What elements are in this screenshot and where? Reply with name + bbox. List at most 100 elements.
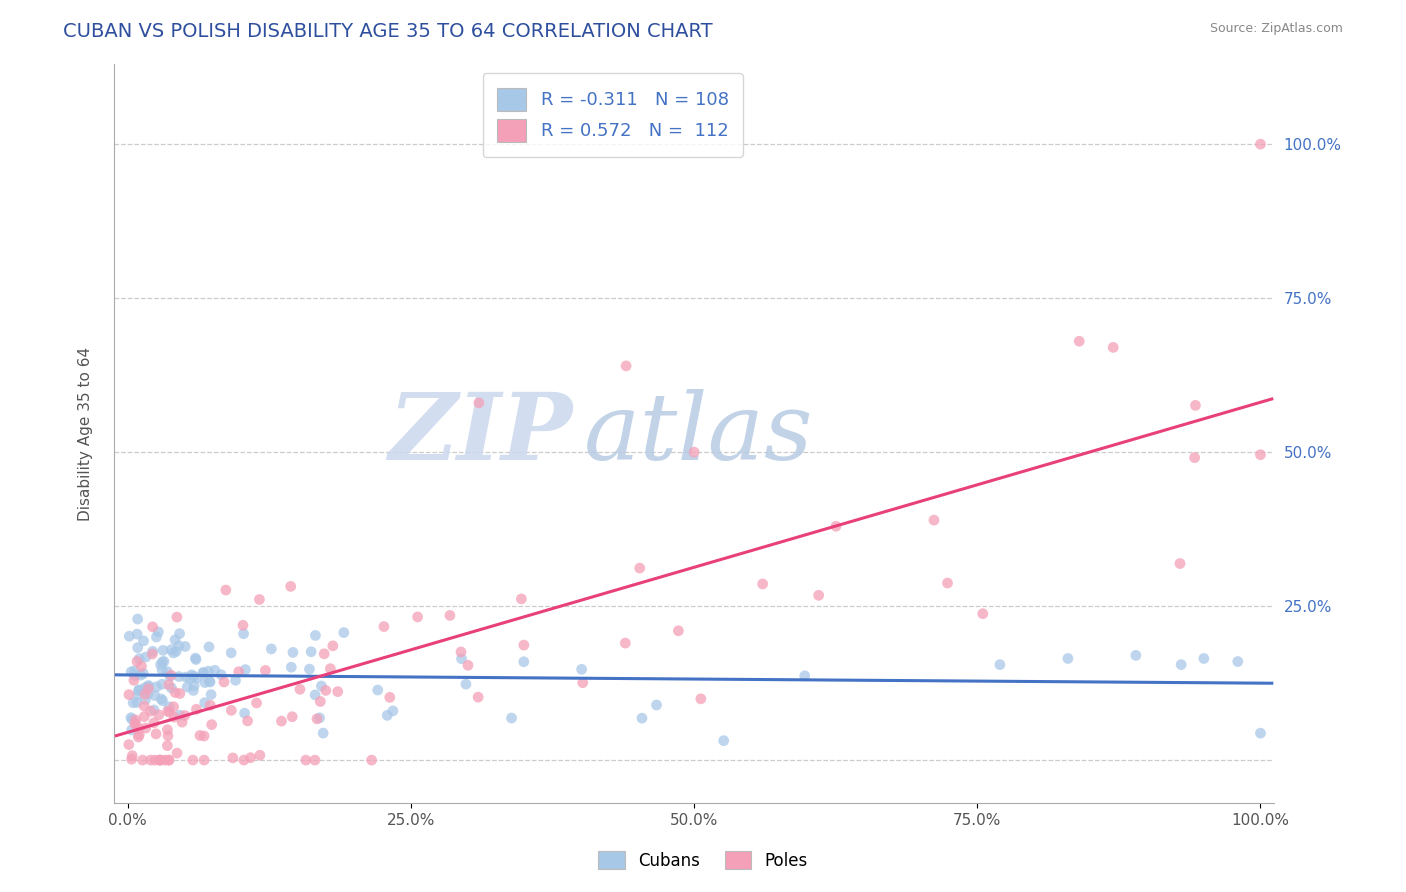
Point <box>1226 655 1249 669</box>
Point <box>614 359 637 373</box>
Point <box>188 728 211 742</box>
Point <box>118 629 141 643</box>
Point <box>225 673 247 688</box>
Point <box>163 710 186 724</box>
Point <box>988 657 1011 672</box>
Point <box>150 692 173 706</box>
Point <box>157 753 180 767</box>
Point <box>249 748 271 763</box>
Point <box>149 753 172 767</box>
Point <box>378 690 401 705</box>
Point <box>198 640 221 654</box>
Point <box>132 633 155 648</box>
Point <box>163 632 186 647</box>
Point <box>439 608 461 623</box>
Point <box>212 675 235 690</box>
Point <box>1249 137 1271 152</box>
Point <box>138 679 160 693</box>
Point <box>270 714 292 728</box>
Point <box>193 753 215 767</box>
Point <box>360 753 382 767</box>
Point <box>143 753 166 767</box>
Point <box>312 726 335 740</box>
Point <box>136 686 159 700</box>
Point <box>160 642 183 657</box>
Point <box>186 702 208 716</box>
Point <box>172 715 194 730</box>
Point <box>281 645 304 659</box>
Point <box>1057 651 1080 665</box>
Point <box>127 627 149 641</box>
Point <box>689 691 711 706</box>
Point <box>1192 651 1215 665</box>
Point <box>159 669 181 683</box>
Point <box>135 721 157 735</box>
Point <box>124 717 146 731</box>
Point <box>157 699 180 714</box>
Point <box>124 713 146 727</box>
Point <box>280 579 302 593</box>
Point <box>326 684 349 698</box>
Point <box>127 688 149 702</box>
Point <box>309 694 332 708</box>
Point <box>129 668 152 682</box>
Point <box>183 669 205 683</box>
Point <box>191 665 214 680</box>
Legend: R = -0.311   N = 108, R = 0.572   N =  112: R = -0.311 N = 108, R = 0.572 N = 112 <box>482 73 742 156</box>
Point <box>295 753 318 767</box>
Point <box>457 658 479 673</box>
Point <box>200 688 222 702</box>
Point <box>152 643 174 657</box>
Point <box>233 706 256 721</box>
Point <box>311 679 333 693</box>
Point <box>467 690 489 705</box>
Point <box>125 655 148 669</box>
Point <box>239 750 262 764</box>
Point <box>132 666 155 681</box>
Point <box>298 662 321 676</box>
Point <box>122 696 145 710</box>
Point <box>166 610 188 624</box>
Point <box>159 705 181 719</box>
Point <box>304 688 326 702</box>
Point <box>124 664 146 678</box>
Point <box>143 689 166 703</box>
Point <box>166 746 188 760</box>
Text: CUBAN VS POLISH DISABILITY AGE 35 TO 64 CORRELATION CHART: CUBAN VS POLISH DISABILITY AGE 35 TO 64 … <box>63 22 713 41</box>
Point <box>143 703 166 717</box>
Point <box>184 652 207 666</box>
Point <box>136 681 159 696</box>
Point <box>254 664 277 678</box>
Point <box>169 687 191 701</box>
Point <box>333 625 356 640</box>
Point <box>468 396 491 410</box>
Point <box>135 650 157 665</box>
Point <box>194 696 217 710</box>
Point <box>160 668 183 682</box>
Point <box>145 727 167 741</box>
Point <box>193 666 215 681</box>
Point <box>683 445 706 459</box>
Point <box>247 592 270 607</box>
Point <box>221 703 243 717</box>
Point <box>194 675 217 690</box>
Point <box>793 669 815 683</box>
Point <box>153 655 176 669</box>
Point <box>510 591 533 606</box>
Point <box>373 619 395 633</box>
Point <box>134 698 156 713</box>
Point <box>1170 657 1192 672</box>
Point <box>139 704 162 718</box>
Point <box>645 698 668 712</box>
Point <box>148 707 170 722</box>
Point <box>157 753 180 767</box>
Point <box>131 659 153 673</box>
Point <box>118 688 141 702</box>
Point <box>152 694 174 708</box>
Point <box>614 636 637 650</box>
Point <box>156 723 179 737</box>
Point <box>136 680 159 694</box>
Point <box>131 753 153 767</box>
Point <box>167 639 190 653</box>
Point <box>179 672 201 686</box>
